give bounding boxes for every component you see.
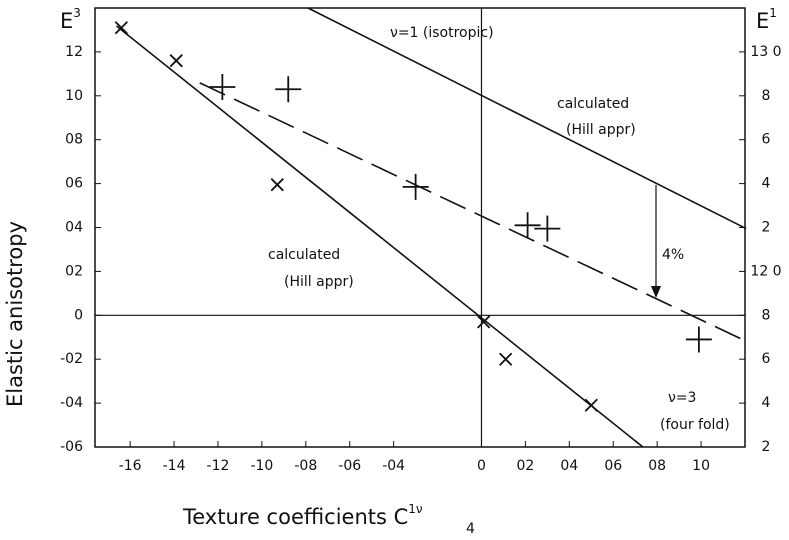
- y2-tick-label: 4: [762, 395, 771, 411]
- x-axis-label-sup: 1ν: [408, 502, 423, 516]
- y2-tick-label: 12 0: [750, 263, 781, 279]
- line: [116, 25, 644, 448]
- x-tick-label: 06: [604, 458, 622, 474]
- x-tick-label: -16: [119, 458, 142, 474]
- x-axis-label: Texture coefficients C1ν: [182, 502, 423, 530]
- x-tick-label: 10: [692, 458, 710, 474]
- annotation: calculated: [268, 247, 340, 263]
- y2-axis-title: E1: [756, 6, 777, 34]
- annotation: ν=1 (isotropic): [390, 25, 494, 41]
- y2-tick-label: 4: [762, 176, 771, 192]
- plus-marker: [402, 173, 429, 200]
- arrow-head: [651, 286, 661, 298]
- plus-marker: [534, 215, 561, 242]
- x-marker: [270, 178, 284, 192]
- x-tick-label: -12: [207, 458, 230, 474]
- y-axis-label: Elastic anisotropy: [3, 221, 27, 407]
- y2-tick-label: 6: [762, 132, 771, 148]
- x-marker: [169, 54, 183, 68]
- annotation: (four fold): [660, 417, 730, 433]
- annotation: (Hill appr): [284, 274, 354, 290]
- y-tick-label: -04: [60, 395, 83, 411]
- x-tick-label: -14: [163, 458, 186, 474]
- annotation: 4%: [662, 247, 684, 263]
- plus-marker: [209, 74, 236, 101]
- y-axis-title: E3: [60, 6, 81, 34]
- plus-marker: [514, 212, 541, 239]
- annotation: ν=3: [668, 390, 696, 406]
- annotation: (Hill appr): [566, 122, 636, 138]
- y-tick-label: 12: [65, 44, 83, 60]
- x-tick-label: 0: [477, 458, 486, 474]
- y-tick-label: 06: [65, 176, 83, 192]
- y2-tick-label: 2: [762, 439, 771, 455]
- plus-marker: [685, 326, 712, 353]
- y-tick-label: 0: [74, 307, 83, 323]
- y-axis-title-sup: 3: [73, 6, 81, 20]
- x-tick-label: -10: [250, 458, 273, 474]
- x-axis-label-sub: 4: [466, 521, 475, 537]
- x-axis-label-main: Texture coefficients C: [182, 505, 408, 529]
- x-tick-label: 08: [648, 458, 666, 474]
- x-tick-label: -06: [338, 458, 361, 474]
- y2-tick-label: 6: [762, 351, 771, 367]
- y-axis-title-main: E: [60, 9, 73, 33]
- x-tick-label: 04: [560, 458, 578, 474]
- y-tick-label: 02: [65, 263, 83, 279]
- y2-tick-label: 8: [762, 88, 771, 104]
- plus-marker: [275, 76, 302, 103]
- y2-tick-label: 8: [762, 307, 771, 323]
- y2-tick-label: 2: [762, 220, 771, 236]
- x-marker: [114, 21, 128, 35]
- x-tick-label: -04: [382, 458, 405, 474]
- line: [307, 7, 747, 230]
- x-marker: [584, 398, 598, 412]
- line: [199, 82, 747, 342]
- annotation: calculated: [557, 96, 629, 112]
- y-tick-label: 04: [65, 220, 83, 236]
- y2-axis-title-main: E: [756, 9, 769, 33]
- x-tick-label: 02: [516, 458, 534, 474]
- x-marker: [499, 352, 513, 366]
- x-marker: [477, 315, 491, 329]
- y2-axis-title-sup: 1: [769, 6, 777, 20]
- y-tick-label: -06: [60, 439, 83, 455]
- y-tick-label: 10: [65, 88, 83, 104]
- y2-tick-label: 13 0: [750, 44, 781, 60]
- x-tick-label: -08: [294, 458, 317, 474]
- y-tick-label: -02: [60, 351, 83, 367]
- y-tick-label: 08: [65, 132, 83, 148]
- plot-frame: [94, 7, 746, 448]
